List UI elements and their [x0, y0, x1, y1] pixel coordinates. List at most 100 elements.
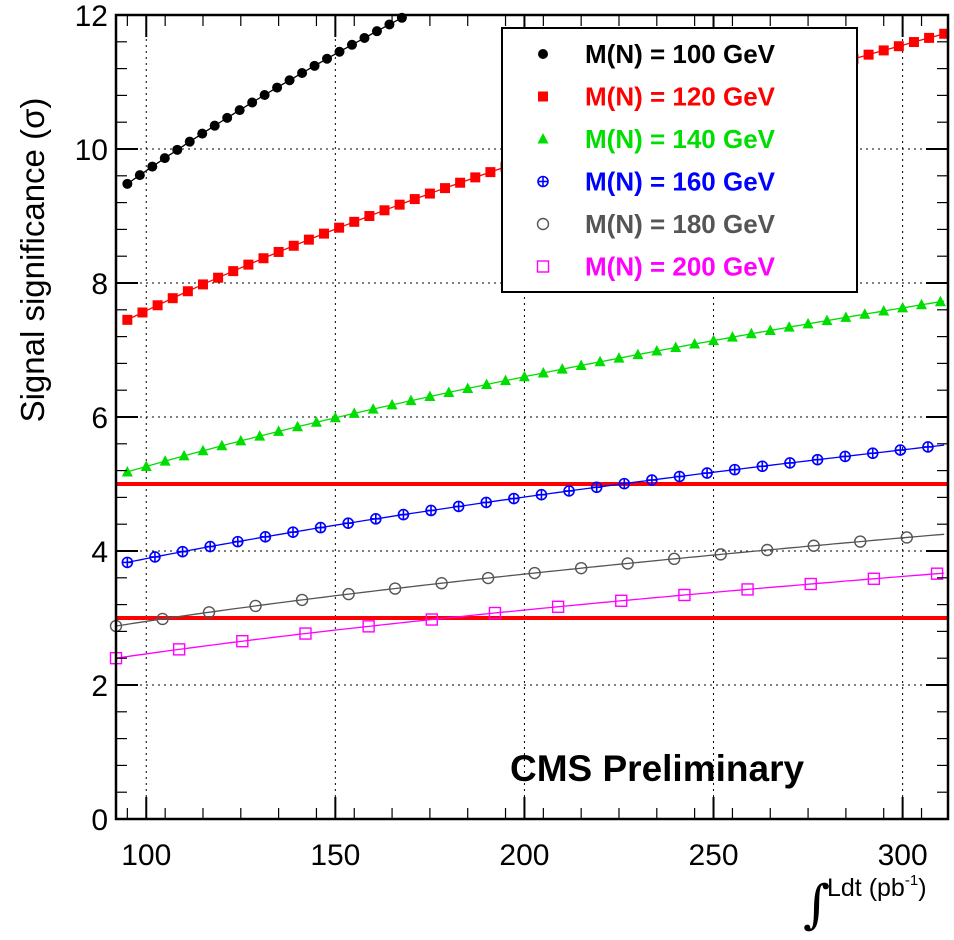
y-tick-label: 10 — [75, 134, 108, 167]
x-axis-integral-symbol: ∫ — [803, 875, 830, 935]
data-point — [726, 331, 738, 342]
data-point — [922, 441, 934, 453]
data-point — [537, 366, 549, 378]
x-axis-label-superscript: -1 — [905, 872, 918, 889]
data-point — [134, 170, 145, 181]
data-point — [934, 295, 946, 307]
data-point — [182, 286, 193, 297]
data-point — [213, 272, 224, 283]
data-point — [701, 467, 713, 479]
data-point — [863, 49, 874, 60]
data-point — [202, 606, 216, 619]
x-axis-label-text: Ldt (pb-1) — [827, 872, 927, 902]
data-point — [784, 457, 796, 469]
legend-marker — [538, 49, 548, 59]
legend-label: M(N) = 160 GeV — [585, 167, 776, 197]
series-5 — [109, 531, 945, 633]
x-tick-label: 150 — [310, 839, 360, 872]
data-point — [839, 450, 851, 463]
data-point — [309, 60, 320, 71]
data-point — [854, 535, 867, 548]
data-point — [329, 411, 341, 423]
data-point — [159, 455, 171, 466]
y-axis-label: Signal significance (σ) — [14, 98, 51, 423]
data-point — [488, 606, 502, 620]
data-point — [405, 394, 417, 406]
legend-marker — [537, 133, 549, 144]
legend-entry: M(N) = 100 GeV — [538, 39, 776, 69]
data-point — [359, 32, 370, 43]
threshold-lines — [116, 482, 948, 620]
data-point — [859, 308, 871, 319]
legend-label: M(N) = 120 GeV — [585, 82, 776, 112]
data-point — [364, 211, 375, 222]
data-point — [222, 112, 233, 123]
y-tick-label: 2 — [91, 670, 108, 703]
data-point — [908, 37, 919, 48]
data-point — [613, 352, 625, 363]
data-point — [284, 75, 295, 86]
data-point — [122, 314, 133, 325]
data-point — [867, 572, 881, 585]
data-point — [575, 359, 587, 370]
data-point — [258, 253, 269, 264]
data-point — [322, 53, 333, 64]
data-point — [551, 600, 565, 613]
legend-entry: M(N) = 180 GeV — [536, 209, 776, 239]
data-point — [167, 293, 178, 304]
data-point — [314, 521, 327, 534]
x-tick-label: 100 — [121, 839, 171, 872]
x-tick-label: 300 — [878, 839, 928, 872]
data-point — [236, 635, 249, 648]
data-point — [370, 513, 382, 525]
data-point — [939, 28, 950, 39]
data-point — [297, 67, 308, 78]
data-point — [394, 199, 405, 210]
data-point — [667, 552, 681, 566]
data-point — [209, 120, 220, 131]
data-point — [319, 228, 329, 239]
data-point — [930, 567, 944, 580]
data-point — [197, 279, 208, 290]
data-point — [234, 105, 245, 116]
data-point — [470, 172, 481, 183]
data-point — [761, 543, 774, 557]
data-point — [670, 341, 682, 353]
data-point — [310, 416, 322, 427]
data-point — [272, 82, 283, 93]
data-point — [243, 259, 254, 270]
data-point — [342, 587, 355, 601]
data-point — [397, 508, 410, 521]
data-point — [452, 500, 465, 513]
data-point — [518, 370, 530, 382]
series-1 — [122, 12, 408, 189]
series-4 — [121, 441, 945, 569]
data-point — [137, 307, 148, 318]
data-point — [556, 363, 568, 374]
data-point — [632, 348, 644, 360]
legend: M(N) = 100 GeV M(N) = 120 GeV M(N) = 140 G… — [501, 27, 858, 293]
data-point — [689, 338, 701, 349]
series-6 — [109, 567, 945, 665]
data-point — [197, 444, 209, 456]
data-point — [443, 386, 455, 397]
data-point — [386, 398, 398, 410]
data-series — [109, 12, 950, 665]
data-point — [121, 465, 133, 477]
data-point — [894, 444, 907, 456]
y-tick-label: 0 — [91, 804, 108, 837]
legend-entry: M(N) = 200 GeV — [536, 252, 776, 282]
data-point — [741, 583, 754, 596]
data-point — [235, 434, 247, 446]
data-point — [594, 355, 606, 367]
data-point — [500, 374, 512, 386]
data-point — [535, 488, 548, 501]
data-point — [149, 551, 161, 563]
data-point — [435, 577, 448, 590]
data-point — [159, 153, 170, 164]
legend-marker — [536, 217, 550, 231]
x-axis-label-close: ) — [918, 874, 926, 902]
data-point — [745, 327, 757, 339]
data-point — [646, 474, 658, 486]
